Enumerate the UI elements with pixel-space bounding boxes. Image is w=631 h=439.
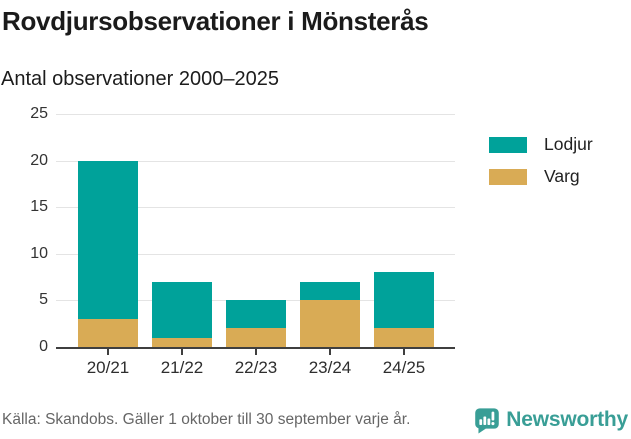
bar-23-24-varg [300, 300, 360, 347]
y-tick-label-10: 10 [30, 244, 48, 262]
legend-item-varg: Varg [489, 166, 593, 187]
x-tick-23-24 [329, 349, 331, 355]
x-tick-21-22 [181, 349, 183, 355]
source-note: Källa: Skandobs. Gäller 1 oktober till 3… [2, 411, 411, 428]
x-tick-20-21 [107, 349, 109, 355]
chart-title: Rovdjursobservationer i Mönsterås [2, 6, 429, 36]
x-tick-label-21-22: 21/22 [160, 358, 204, 377]
y-tick-label-0: 0 [39, 338, 48, 355]
y-tick-label-20: 20 [30, 151, 48, 169]
bar-20-21-varg [78, 319, 138, 347]
x-tick-label-24-25: 24/25 [382, 358, 426, 377]
legend-item-lodjur: Lodjur [489, 134, 593, 155]
bar-23-24-lodjur [300, 281, 360, 301]
gridline-15 [56, 207, 455, 209]
legend: Lodjur Varg [489, 134, 593, 187]
legend-label-varg: Varg [544, 166, 580, 186]
plot-area [56, 114, 455, 349]
x-tick-label-20-21: 20/21 [86, 358, 130, 377]
legend-label-lodjur: Lodjur [544, 134, 593, 154]
bar-20-21-lodjur [78, 160, 138, 320]
x-tick-22-23 [255, 349, 257, 355]
y-tick-label-25: 25 [30, 105, 48, 122]
bar-24-25-varg [374, 328, 434, 347]
y-tick-label-5: 5 [39, 291, 48, 309]
bar-22-23-lodjur [226, 300, 286, 329]
bar-21-22-lodjur [152, 281, 212, 338]
newsworthy-logo-icon [475, 407, 500, 433]
bar-21-22-varg [152, 337, 212, 347]
brand: Newsworthy [474, 407, 628, 434]
x-tick-24-25 [403, 349, 405, 355]
x-tick-label-23-24: 23/24 [308, 358, 352, 377]
bar-24-25-lodjur [374, 272, 434, 329]
x-tick-label-22-23: 22/23 [234, 358, 278, 377]
gridline-25 [56, 114, 455, 115]
gridline-10 [56, 253, 455, 255]
legend-swatch-varg [489, 168, 527, 185]
bar-22-23-varg [226, 328, 286, 347]
footer: Källa: Skandobs. Gäller 1 oktober till 3… [2, 404, 628, 436]
chart-subtitle: Antal observationer 2000–2025 [1, 68, 279, 90]
y-tick-label-15: 15 [30, 198, 48, 216]
brand-name: Newsworthy [506, 408, 628, 431]
legend-swatch-lodjur [489, 136, 527, 153]
gridline-20 [56, 160, 455, 162]
